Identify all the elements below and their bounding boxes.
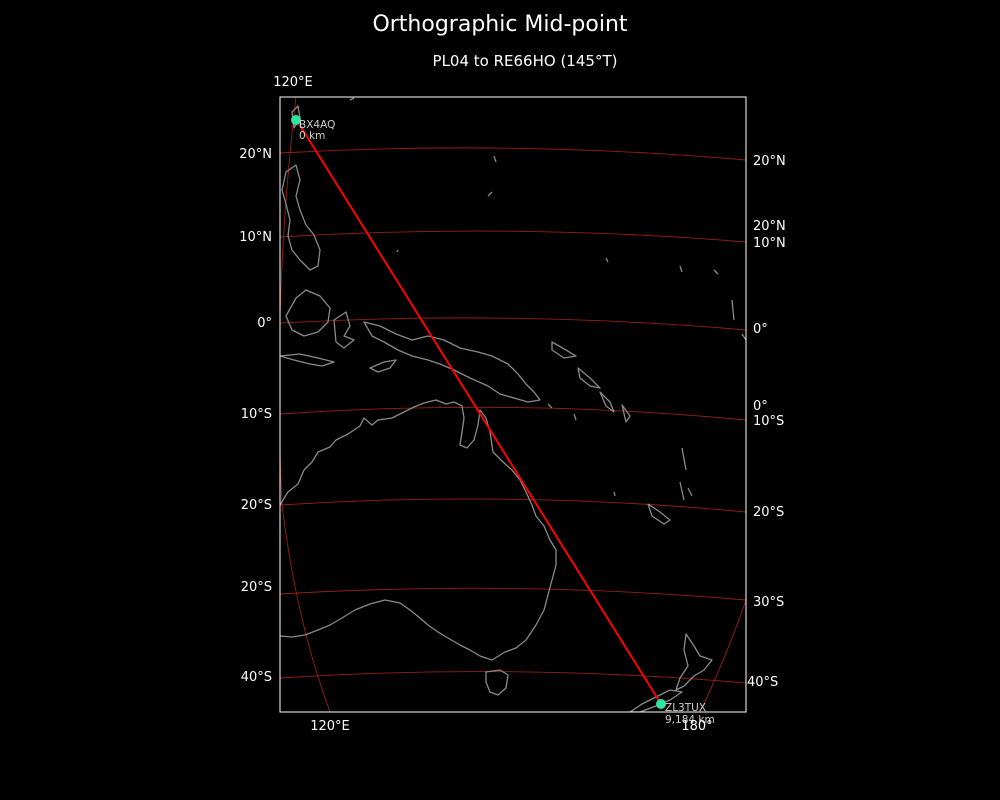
- start-station-call: BX4AQ: [299, 119, 335, 131]
- parallel-0: [280, 317, 746, 331]
- right-lat-label: 20°S: [753, 505, 784, 520]
- coast-new-zealand-north: [675, 633, 713, 691]
- left-lat-label: 20°N: [239, 147, 272, 162]
- parallel-10s: [280, 406, 746, 421]
- coast-sulawesi: [333, 311, 355, 349]
- coast-new-caledonia: [647, 503, 671, 525]
- map-subtitle: PL04 to RE66HO (145°T): [432, 52, 618, 70]
- start-station-distance: 0 km: [299, 130, 325, 142]
- great-circle-path: [295, 118, 662, 705]
- map-title: Orthographic Mid-point: [372, 12, 628, 37]
- left-lat-label: 10°S: [241, 407, 272, 422]
- right-lat-label: 0°: [753, 322, 768, 337]
- graticule: [280, 97, 746, 712]
- end-station-call: ZL3TUX: [665, 702, 706, 714]
- coast-tasmania: [485, 669, 509, 696]
- bottom-lon-label-180: 180°: [681, 719, 712, 734]
- parallel-10n: [280, 230, 746, 243]
- right-lat-label: 0°: [753, 399, 768, 414]
- map-frame: [279, 96, 747, 713]
- coast-borneo: [285, 289, 331, 337]
- coast-solomons: [551, 341, 601, 389]
- coast-vanuatu: [599, 391, 631, 423]
- coast-australia: [280, 399, 557, 661]
- end-station-marker[interactable]: [656, 699, 666, 709]
- end-station-distance: 9,184 km: [665, 714, 715, 726]
- left-lat-label: 40°S: [241, 670, 272, 685]
- right-lat-label: 10°N: [753, 236, 786, 251]
- top-lon-label: 120°E: [273, 75, 313, 90]
- right-lat-label: 10°S: [753, 414, 784, 429]
- meridian-180: [699, 599, 746, 712]
- map-content: [280, 97, 746, 712]
- left-lat-label: 0°: [257, 316, 272, 331]
- right-lat-label: 20°N: [753, 219, 786, 234]
- parallel-30s: [280, 587, 746, 601]
- parallel-40s: [280, 671, 746, 684]
- parallel-20s: [280, 498, 746, 513]
- coast-new-guinea: [363, 321, 541, 403]
- left-lat-label: 20°S: [241, 498, 272, 513]
- coast-philippines: [281, 164, 321, 271]
- right-lat-label: 40°S: [747, 675, 778, 690]
- coast-java: [280, 353, 335, 367]
- parallel-20n: [280, 147, 746, 161]
- right-lat-label: 30°S: [753, 595, 784, 610]
- left-lat-label: 10°N: [239, 230, 272, 245]
- start-station-marker[interactable]: [291, 115, 301, 125]
- right-lat-label: 20°N: [753, 154, 786, 169]
- coast-small-islands: [349, 97, 746, 501]
- bottom-lon-label-120e: 120°E: [310, 719, 350, 734]
- meridian-120e: [280, 97, 331, 712]
- left-lat-label: 20°S: [241, 580, 272, 595]
- coastlines: [280, 97, 746, 712]
- coast-timor: [369, 359, 397, 373]
